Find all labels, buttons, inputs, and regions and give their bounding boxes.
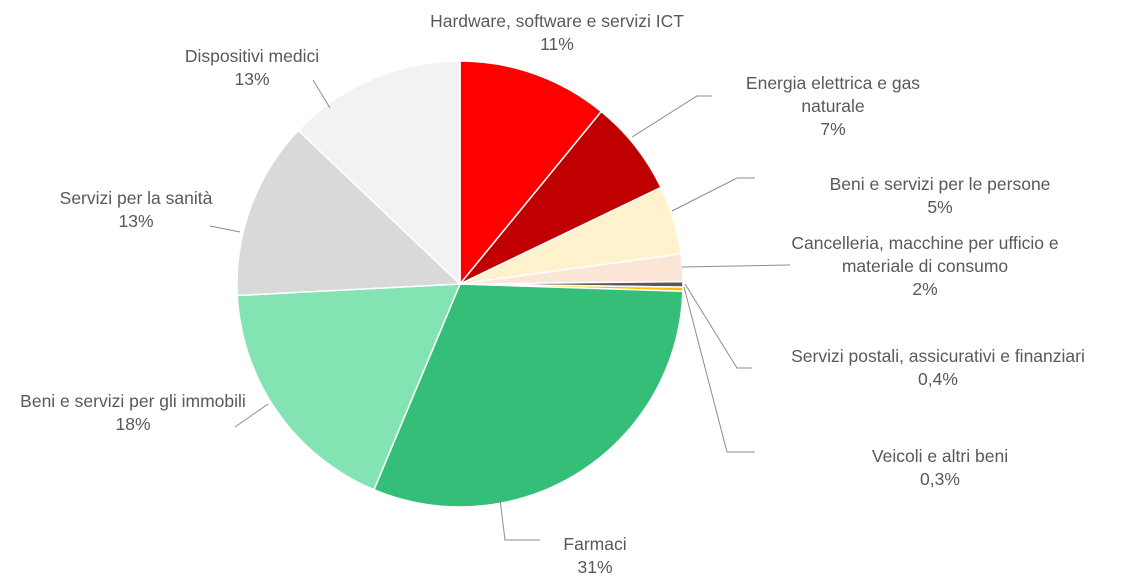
category-name: Dispositivi medici bbox=[184, 46, 320, 66]
category-name: Servizi postali, assicurativi e finanzia… bbox=[791, 346, 1085, 366]
leader-line bbox=[671, 177, 755, 212]
value-label: 18% bbox=[115, 414, 151, 434]
category-name: Beni e servizi per gli immobili bbox=[20, 391, 246, 411]
category-name: Veicoli e altri beni bbox=[871, 446, 1009, 466]
category-name: Hardware, software e servizi ICT bbox=[430, 11, 684, 31]
leader-line bbox=[234, 403, 269, 428]
data-label: Beni e servizi per le persone 5% bbox=[780, 173, 1100, 219]
value-label: 5% bbox=[927, 197, 953, 217]
slices bbox=[236, 60, 684, 508]
leader-line bbox=[683, 286, 755, 453]
category-name: Energia elettrica e gas naturale bbox=[745, 73, 921, 116]
leader-line bbox=[499, 498, 540, 541]
pie-slice bbox=[236, 283, 462, 491]
value-label: 13% bbox=[234, 69, 270, 89]
value-label: 0,3% bbox=[920, 469, 960, 489]
leader-line bbox=[209, 225, 241, 233]
category-name: Cancelleria, macchine per ufficio e mate… bbox=[791, 233, 1059, 276]
data-label: Farmaci 31% bbox=[495, 533, 695, 579]
category-name: Servizi per la sanità bbox=[59, 188, 213, 208]
value-label: 7% bbox=[820, 119, 846, 139]
leader-lines bbox=[209, 79, 791, 541]
leader-line bbox=[312, 79, 331, 109]
value-label: 13% bbox=[118, 211, 154, 231]
value-label: 31% bbox=[577, 557, 613, 577]
data-label: Energia elettrica e gas naturale 7% bbox=[733, 72, 933, 141]
data-label: Dispositivi medici 13% bbox=[132, 45, 372, 91]
data-label: Hardware, software e servizi ICT 11% bbox=[377, 10, 737, 56]
data-label: Servizi per la sanità 13% bbox=[16, 187, 256, 233]
pie-slice bbox=[459, 60, 603, 287]
leader-line bbox=[681, 264, 791, 268]
pie-slice bbox=[372, 283, 684, 508]
leader-line bbox=[631, 95, 712, 138]
data-label: Cancelleria, macchine per ufficio e mate… bbox=[790, 232, 1060, 301]
category-name: Beni e servizi per le persone bbox=[829, 174, 1051, 194]
pie-slice bbox=[236, 129, 462, 297]
value-label: 11% bbox=[540, 34, 574, 54]
data-label: Beni e servizi per gli immobili 18% bbox=[8, 390, 258, 436]
pie-slice bbox=[297, 60, 461, 286]
data-label: Veicoli e altri beni 0,3% bbox=[790, 445, 1090, 491]
value-label: 0,4% bbox=[918, 369, 958, 389]
category-name: Farmaci bbox=[563, 534, 627, 554]
value-label: 2% bbox=[912, 279, 938, 299]
leader-line bbox=[684, 283, 752, 369]
data-label: Servizi postali, assicurativi e finanzia… bbox=[788, 345, 1088, 391]
